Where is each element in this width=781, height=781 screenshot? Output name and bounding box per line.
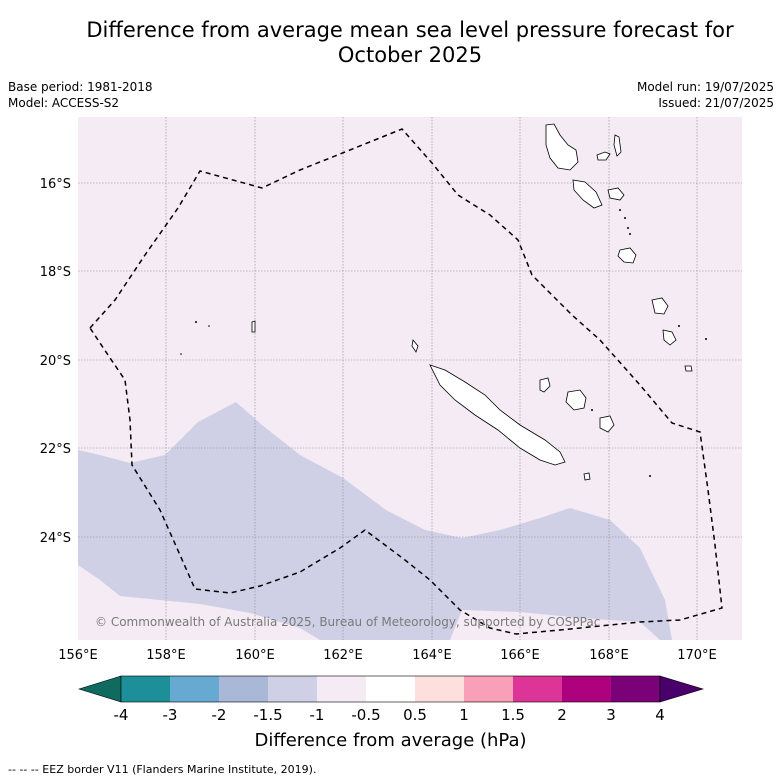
map-title: Difference from average mean sea level p…	[40, 18, 780, 68]
colorbar-tick-label: 1.5	[501, 706, 525, 724]
coastlines	[251, 123, 693, 481]
colorbar-bin	[611, 676, 661, 702]
colorbar-bin	[317, 676, 367, 702]
colorbar-bin	[464, 676, 514, 702]
new-caledonia	[429, 364, 566, 466]
island-lifou	[565, 389, 587, 411]
colorbar-extend-high	[659, 675, 705, 703]
vanuatu-santo	[545, 123, 579, 171]
colorbar-bin	[513, 676, 563, 702]
model-run: Model run: 19/07/2025	[636, 80, 774, 94]
lat-label-22: 22°S	[40, 442, 71, 457]
small-islets	[180, 209, 707, 477]
colorbar: -4 -3 -2 -1.5 -1 -0.5 0.5 1 1.5 2 3 4	[77, 675, 705, 724]
island-aneityum	[684, 365, 693, 372]
eez-border	[89, 128, 723, 635]
lon-label-162: 162°E	[323, 648, 363, 663]
colorbar-bin	[415, 676, 465, 702]
anomaly-gap	[78, 565, 320, 640]
colorbar-tick-label: 2	[557, 706, 567, 724]
island-chesterfield	[251, 320, 256, 333]
lat-label-20: 20°S	[40, 354, 71, 369]
colorbar-bin	[268, 676, 318, 702]
lat-label-18: 18°S	[40, 265, 71, 280]
issued-date: Issued: 21/07/2025	[658, 96, 774, 110]
title-line-2: October 2025	[337, 43, 483, 67]
lon-label-168: 168°E	[589, 648, 629, 663]
eez-footnote: -- -- -- EEZ border V11 (Flanders Marine…	[8, 763, 317, 776]
lon-label-166: 166°E	[500, 648, 540, 663]
lon-label-164: 164°E	[412, 648, 452, 663]
latitude-labels: 16°S 18°S 20°S 22°S 24°S	[40, 177, 71, 546]
vanuatu-erromango	[651, 297, 669, 315]
vanuatu-malekula	[572, 179, 603, 209]
lat-label-16: 16°S	[40, 177, 71, 192]
colorbar-tick-label: 4	[655, 706, 665, 724]
lon-label-156: 156°E	[58, 648, 98, 663]
lat-label-24: 24°S	[40, 531, 71, 546]
vanuatu-ambae	[596, 151, 611, 161]
meta-right: Model run: 19/07/2025 Issued: 21/07/2025	[637, 79, 774, 111]
lon-label-170: 170°E	[677, 648, 717, 663]
colorbar-tick-label: -4	[114, 706, 129, 724]
colorbar-title: Difference from average (hPa)	[254, 730, 527, 751]
colorbar-tick-label: -2	[212, 706, 227, 724]
copyright-text: © Commonwealth of Australia 2025, Bureau…	[95, 615, 600, 629]
island-mare	[599, 415, 615, 433]
longitude-labels: 156°E 158°E 160°E 162°E 164°E 166°E 168°…	[58, 648, 717, 663]
island-belep	[411, 339, 419, 353]
colorbar-tick-label: -1	[310, 706, 325, 724]
colorbar-tick-label: 3	[606, 706, 616, 724]
colorbar-tick-labels: -4 -3 -2 -1.5 -1 -0.5 0.5 1 1.5 2 3 4	[114, 706, 665, 724]
title-line-1: Difference from average mean sea level p…	[86, 18, 734, 42]
colorbar-tick-label: 1	[459, 706, 469, 724]
island-ouvea	[539, 377, 551, 393]
colorbar-bin	[366, 676, 416, 702]
colorbar-tick-label: -1.5	[253, 706, 282, 724]
island-pines	[583, 472, 591, 481]
base-period: Base period: 1981-2018	[8, 80, 153, 94]
graticule	[78, 117, 742, 640]
colorbar-bin	[562, 676, 612, 702]
lon-label-160: 160°E	[235, 648, 275, 663]
vanuatu-efate	[617, 247, 637, 264]
colorbar-tick-label: -0.5	[351, 706, 380, 724]
vanuatu-tanna	[662, 329, 677, 346]
colorbar-bin	[170, 676, 220, 702]
colorbar-bin	[219, 676, 269, 702]
colorbar-outline	[120, 675, 661, 703]
colorbar-extend-low	[77, 675, 122, 703]
anomaly-region	[78, 402, 672, 640]
model-name: Model: ACCESS-S2	[8, 96, 120, 110]
anomaly-gap-east	[450, 610, 660, 640]
colorbar-bins	[121, 676, 661, 702]
colorbar-tick-label: -3	[163, 706, 178, 724]
meta-left: Base period: 1981-2018 Model: ACCESS-S2	[8, 79, 153, 111]
vanuatu-pentecost	[607, 187, 625, 201]
colorbar-tick-label: 0.5	[403, 706, 427, 724]
colorbar-bin	[121, 676, 171, 702]
vanuatu-maewo	[613, 134, 622, 157]
lon-label-158: 158°E	[146, 648, 186, 663]
